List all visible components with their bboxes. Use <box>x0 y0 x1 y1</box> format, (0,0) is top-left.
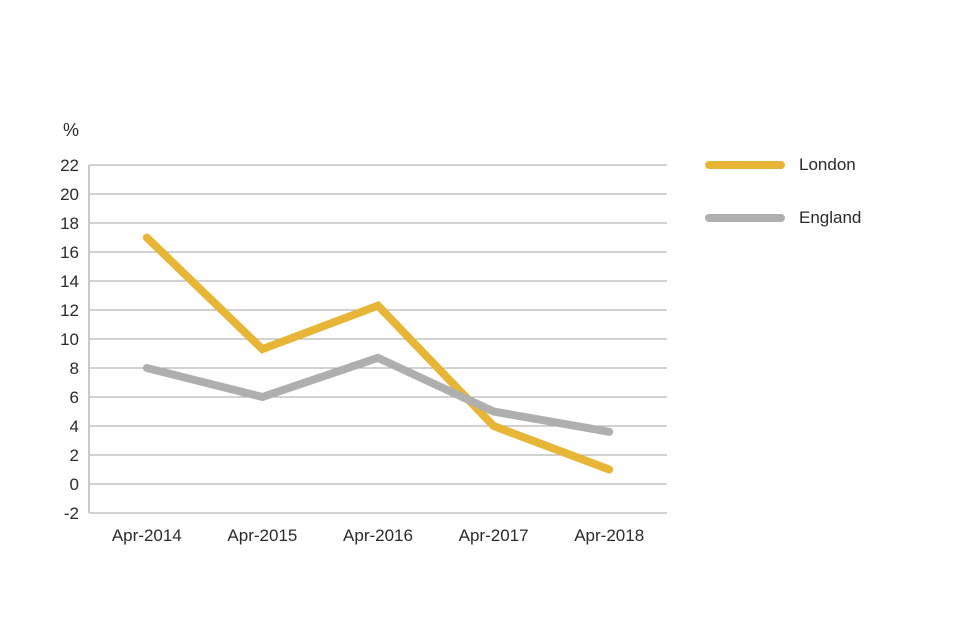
series-line-london <box>142 233 614 474</box>
y-axis-unit-label: % <box>63 120 80 140</box>
legend-item-england: England <box>705 204 861 232</box>
y-tick-label: 18 <box>60 214 79 233</box>
legend-item-london: London <box>705 151 861 179</box>
x-tick-label: Apr-2017 <box>459 526 529 545</box>
x-tick-label: Apr-2016 <box>343 526 413 545</box>
y-tick-label: 2 <box>70 446 79 465</box>
y-tick-label: 22 <box>60 156 79 175</box>
chart-legend: London England <box>705 151 861 257</box>
x-tick-label: Apr-2018 <box>574 526 644 545</box>
legend-label-london: London <box>799 155 856 174</box>
y-tick-label: 12 <box>60 301 79 320</box>
y-tick-label: -2 <box>64 504 79 523</box>
y-tick-label: 8 <box>70 359 79 378</box>
legend-label-england: England <box>799 208 862 227</box>
england-line-swatch <box>705 214 785 222</box>
y-tick-label: 20 <box>60 185 79 204</box>
y-tick-label: 4 <box>70 417 79 436</box>
y-tick-label: 0 <box>70 475 79 494</box>
x-tick-label: Apr-2015 <box>227 526 297 545</box>
london-line-swatch <box>705 161 785 169</box>
y-tick-label: 10 <box>60 330 79 349</box>
y-tick-label: 16 <box>60 243 79 262</box>
y-tick-label: 14 <box>60 272 79 291</box>
series-line-england <box>142 353 614 436</box>
y-tick-label: 6 <box>70 388 79 407</box>
x-tick-label: Apr-2014 <box>112 526 182 545</box>
